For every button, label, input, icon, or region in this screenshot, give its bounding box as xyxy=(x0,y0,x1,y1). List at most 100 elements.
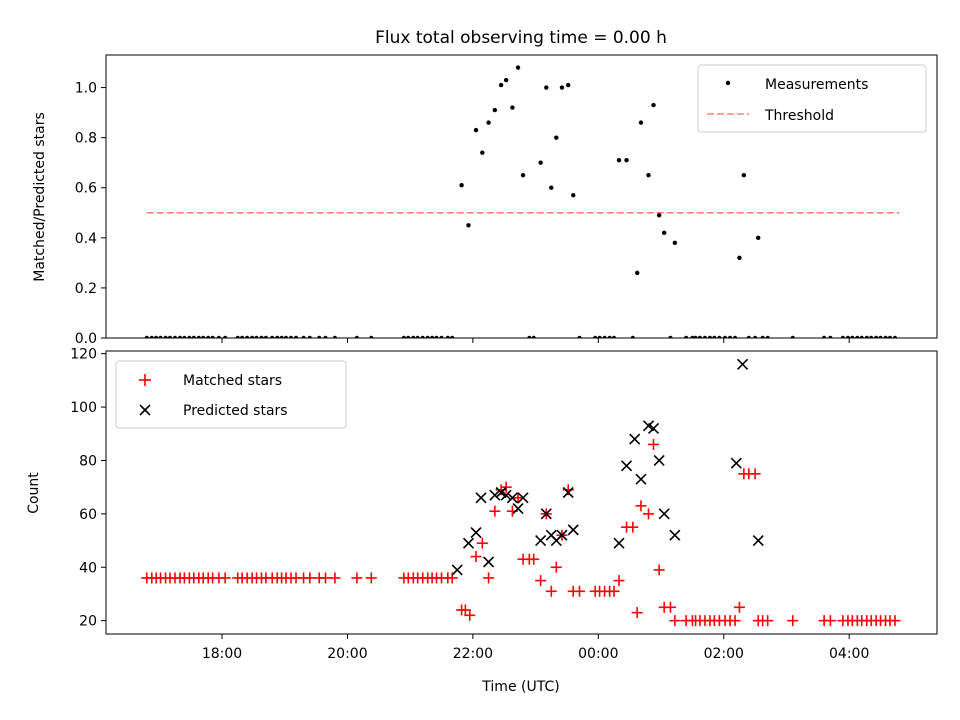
measurement-point xyxy=(515,65,521,70)
top-y-axis-label: Matched/Predicted stars xyxy=(32,112,48,282)
top-y-tick-label: 0.4 xyxy=(75,231,97,247)
measurement-point xyxy=(538,160,543,165)
measurement-point xyxy=(307,335,313,338)
measurement-point xyxy=(163,335,168,338)
measurement-point xyxy=(559,85,565,90)
measurement-point xyxy=(527,335,532,338)
measurement-point xyxy=(144,335,149,338)
predicted-star-point xyxy=(647,422,660,434)
predicted-star-point xyxy=(506,492,518,504)
matched-star-point xyxy=(304,572,316,584)
measurement-point xyxy=(717,335,722,338)
predicted-star-point xyxy=(512,502,524,515)
matched-star-point xyxy=(889,615,901,627)
bottom-y-tick-label: 20 xyxy=(79,614,97,630)
measurement-point xyxy=(732,335,738,338)
matched-star-point xyxy=(762,615,774,627)
measurement-point xyxy=(239,335,245,338)
measurement-point xyxy=(656,213,662,218)
legend-predicted-label: Predicted stars xyxy=(183,403,288,419)
measurement-point xyxy=(868,335,874,338)
measurement-point xyxy=(196,335,202,338)
measurement-point xyxy=(850,335,855,338)
matched-star-point xyxy=(669,615,681,627)
predicted-star-point xyxy=(489,489,501,501)
measurement-point xyxy=(638,120,644,125)
measurement-point xyxy=(510,105,515,110)
measurement-point xyxy=(840,335,846,338)
top-y-tick-label: 1.0 xyxy=(75,81,97,97)
bottom-y-ticks: 20 40 60 80 100 120 xyxy=(70,347,106,630)
measurement-point xyxy=(503,77,509,83)
measurement-point xyxy=(259,335,264,338)
matched-star-point xyxy=(787,615,799,627)
matched-star-point xyxy=(329,572,341,584)
matched-star-point xyxy=(528,553,540,565)
bottom-panel: 20 40 60 80 100 120 18:00 20:00 22:00 00:00 02:00… xyxy=(26,347,938,695)
matched-star-point xyxy=(351,572,363,584)
measurement-point xyxy=(210,335,215,338)
measurement-point xyxy=(756,235,761,241)
measurement-point xyxy=(172,335,178,338)
matched-star-point xyxy=(483,572,495,584)
measurement-point xyxy=(187,335,192,338)
measurement-point xyxy=(301,335,306,338)
predicted-star-point xyxy=(658,508,670,520)
matched-star-point xyxy=(470,551,482,563)
measurement-point xyxy=(683,335,689,338)
legend-measurements-label: Measurements xyxy=(765,77,868,93)
x-tick-label: 00:00 xyxy=(578,646,618,662)
predicted-star-point xyxy=(629,433,641,445)
measurement-point xyxy=(702,335,708,338)
measurement-point xyxy=(235,335,240,338)
matched-star-point xyxy=(545,585,557,597)
matched-star-point xyxy=(476,537,488,549)
predicted-star-point xyxy=(737,358,749,370)
measurement-point xyxy=(293,335,299,338)
measurement-point xyxy=(693,335,698,338)
legend-matched-label: Matched stars xyxy=(183,373,282,389)
measurement-point xyxy=(741,173,747,178)
matched-star-point xyxy=(733,601,745,613)
measurement-point xyxy=(270,335,275,338)
bottom-x-ticks: 18:00 20:00 22:00 00:00 02:00 04:00 xyxy=(202,634,869,662)
measurement-point xyxy=(571,193,576,198)
measurement-point xyxy=(369,335,374,338)
measurement-point xyxy=(406,335,411,338)
matched-star-point xyxy=(613,575,625,587)
measurement-point xyxy=(254,335,259,338)
legend-predicted-marker xyxy=(139,404,151,416)
measurement-point xyxy=(752,335,758,338)
matched-stars-series xyxy=(141,438,901,627)
measurement-point xyxy=(263,335,269,338)
measurement-point xyxy=(531,335,536,338)
measurement-point xyxy=(646,173,651,178)
bottom-y-tick-label: 80 xyxy=(79,453,97,469)
predicted-star-point xyxy=(451,564,463,576)
measurement-point xyxy=(607,335,612,338)
bottom-y-tick-label: 100 xyxy=(70,400,97,416)
measurement-point xyxy=(445,335,451,338)
predicted-star-point xyxy=(669,529,681,541)
predicted-star-point xyxy=(635,473,647,485)
measurement-point xyxy=(577,335,582,338)
top-panel: Flux total observing time = 0.00 h 0.00.… xyxy=(32,28,938,347)
measurement-point xyxy=(707,335,713,338)
predicted-stars-series xyxy=(451,358,764,576)
matched-star-point xyxy=(562,484,574,496)
measurement-point xyxy=(177,335,183,338)
matched-star-point xyxy=(631,607,643,619)
legend-matched-marker xyxy=(139,374,151,386)
predicted-star-point xyxy=(483,556,495,568)
measurement-point xyxy=(828,335,833,338)
matched-star-point xyxy=(729,615,741,627)
x-axis-label: Time (UTC) xyxy=(481,679,559,695)
matched-star-point xyxy=(648,438,660,450)
measurement-point xyxy=(153,335,159,338)
predicted-star-point xyxy=(562,486,574,499)
matched-star-point xyxy=(653,564,665,576)
measurement-point xyxy=(873,335,879,338)
top-legend: Measurements Threshold xyxy=(697,64,927,133)
matched-star-point xyxy=(320,572,332,584)
